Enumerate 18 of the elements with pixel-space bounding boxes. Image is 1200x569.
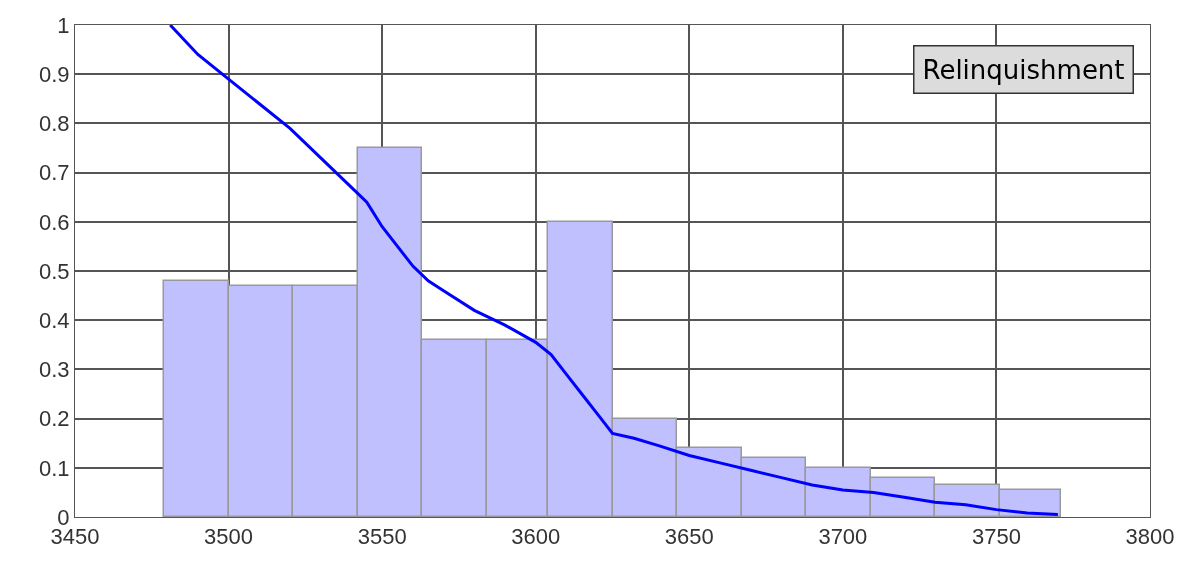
y-tick-label: 0.3	[39, 357, 70, 383]
y-tick-label: 0.5	[39, 258, 70, 284]
y-tick-label: 0.8	[39, 111, 70, 137]
y-tick-label: 1	[57, 12, 70, 38]
x-tick-label: 3500	[204, 524, 254, 550]
y-tick-label: 0.6	[39, 209, 70, 235]
x-tick-label: 3700	[818, 524, 868, 550]
x-tick-label: 3650	[664, 524, 714, 550]
x-tick-label: 3600	[511, 524, 561, 550]
x-tick-label: 3800	[1125, 524, 1175, 550]
y-tick-label: 0.7	[39, 160, 70, 186]
y-tick-label: 0.2	[39, 406, 70, 432]
y-tick-label: 0.9	[39, 61, 70, 87]
x-tick-label: 3550	[357, 524, 407, 550]
x-tick-label: 3750	[971, 524, 1021, 550]
annotation: Relinquishment	[922, 54, 1125, 85]
y-tick-label: 0.4	[39, 307, 70, 333]
y-tick-label: 0.1	[39, 455, 70, 481]
